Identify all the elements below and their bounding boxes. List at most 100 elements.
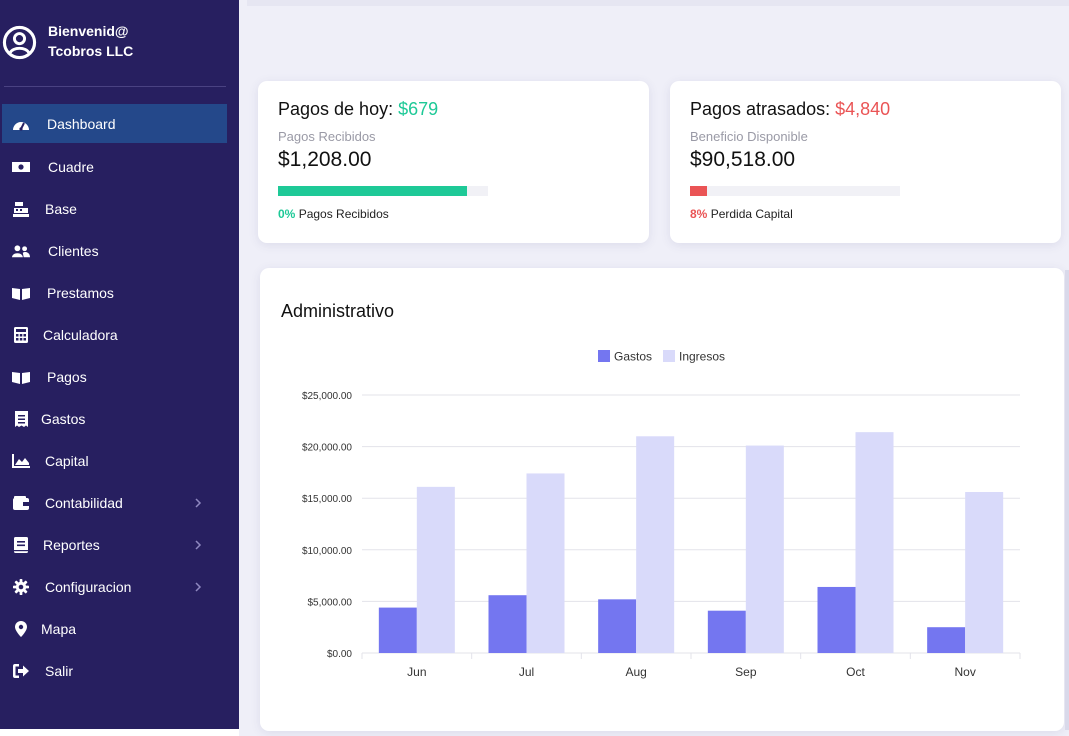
y-tick-label: $15,000.00 bbox=[302, 494, 352, 505]
bar-gastos bbox=[927, 627, 966, 653]
card-title: Pagos atrasados: $4,840 bbox=[690, 99, 890, 120]
sidebar-item-dashboard[interactable]: Dashboard bbox=[2, 104, 227, 143]
bar-ingresos bbox=[855, 432, 894, 653]
card-footer: 0% Pagos Recibidos bbox=[278, 207, 389, 221]
card-title: Pagos de hoy: $679 bbox=[278, 99, 438, 120]
book-open-icon bbox=[12, 369, 30, 385]
chevron-right-icon[interactable] bbox=[192, 539, 204, 551]
legend-label: Gastos bbox=[614, 350, 652, 364]
progress-fill bbox=[690, 186, 707, 196]
x-tick-label: Aug bbox=[625, 665, 646, 679]
card-amount: $1,208.00 bbox=[278, 148, 372, 171]
sidebar-item-label: Dashboard bbox=[47, 115, 116, 132]
x-tick-label: Jun bbox=[407, 665, 426, 679]
progress-track bbox=[690, 186, 900, 196]
map-pin-icon bbox=[12, 621, 30, 637]
sidebar-menu: Dashboard Cuadre Base Clientes Prestamos Calc… bbox=[2, 104, 227, 692]
company-name: Tcobros LLC bbox=[48, 43, 134, 59]
card-footer-label: Pagos Recibidos bbox=[298, 207, 389, 221]
sidebar-item-capital[interactable]: Capital bbox=[2, 440, 227, 482]
sidebar-item-contabilidad[interactable]: Contabilidad bbox=[2, 482, 227, 524]
x-tick-label: Oct bbox=[846, 665, 865, 679]
x-tick-label: Jul bbox=[519, 665, 534, 679]
bar-gastos bbox=[488, 595, 527, 653]
admin-chart-card: Administrativo $0.00 $5,000.00 $10,000.00 $… bbox=[260, 268, 1064, 731]
sidebar-item-cuadre[interactable]: Cuadre bbox=[2, 146, 227, 188]
book-open-icon bbox=[12, 285, 30, 301]
gauge-icon bbox=[12, 116, 30, 132]
top-bar bbox=[247, 0, 1069, 6]
y-tick-label: $10,000.00 bbox=[302, 546, 352, 557]
bar-ingresos bbox=[526, 473, 565, 653]
y-tick-label: $25,000.00 bbox=[302, 391, 352, 402]
late-payments-card: Pagos atrasados: $4,840 Beneficio Dispon… bbox=[670, 81, 1061, 243]
cash-register-icon bbox=[12, 201, 30, 217]
sidebar: Bienvenid@ Tcobros LLC Dashboard Cuadre Ba… bbox=[0, 0, 239, 729]
bar-ingresos bbox=[745, 445, 784, 653]
gear-icon bbox=[12, 579, 30, 595]
sidebar-item-configuracion[interactable]: Configuracion bbox=[2, 566, 227, 608]
legend-swatch bbox=[663, 350, 675, 362]
sidebar-item-label: Salir bbox=[45, 663, 74, 679]
users-icon bbox=[12, 243, 30, 259]
card-footer-percent: 8% bbox=[690, 207, 708, 221]
sidebar-item-base[interactable]: Base bbox=[2, 188, 227, 230]
calculator-icon bbox=[12, 327, 30, 343]
bar-ingresos bbox=[416, 486, 455, 653]
card-subtitle: Beneficio Disponible bbox=[690, 129, 808, 144]
sidebar-item-label: Reportes bbox=[43, 537, 100, 553]
sidebar-item-prestamos[interactable]: Prestamos bbox=[2, 272, 227, 314]
scroll-edge bbox=[1065, 270, 1069, 730]
sidebar-item-reportes[interactable]: Reportes bbox=[2, 524, 227, 566]
sidebar-item-label: Capital bbox=[45, 453, 89, 469]
sidebar-item-mapa[interactable]: Mapa bbox=[2, 608, 227, 650]
sidebar-item-label: Clientes bbox=[48, 243, 99, 259]
sidebar-item-label: Contabilidad bbox=[45, 495, 123, 511]
bar-gastos bbox=[598, 599, 637, 653]
card-title-value: $679 bbox=[398, 99, 439, 119]
user-panel: Bienvenid@ Tcobros LLC bbox=[0, 0, 239, 86]
chevron-right-icon[interactable] bbox=[192, 497, 204, 509]
card-footer-label: Perdida Capital bbox=[710, 207, 793, 221]
money-icon bbox=[12, 159, 30, 175]
sidebar-footer-gap bbox=[0, 729, 239, 736]
sidebar-item-pagos[interactable]: Pagos bbox=[2, 356, 227, 398]
bar-gastos bbox=[817, 586, 856, 653]
sidebar-divider bbox=[4, 86, 226, 87]
card-title-label: Pagos atrasados: bbox=[690, 99, 831, 119]
card-subtitle: Pagos Recibidos bbox=[278, 129, 376, 144]
legend-label: Ingresos bbox=[679, 350, 725, 364]
sidebar-item-label: Calculadora bbox=[43, 327, 118, 343]
y-tick-label: $0.00 bbox=[327, 649, 352, 660]
progress-fill bbox=[278, 186, 467, 196]
progress-track bbox=[278, 186, 488, 196]
card-footer: 8% Perdida Capital bbox=[690, 207, 793, 221]
sidebar-item-label: Pagos bbox=[47, 369, 87, 385]
receipt-icon bbox=[12, 411, 30, 427]
wallet-icon bbox=[12, 495, 30, 511]
sidebar-item-label: Prestamos bbox=[47, 285, 114, 301]
chevron-right-icon[interactable] bbox=[192, 581, 204, 593]
sidebar-item-clientes[interactable]: Clientes bbox=[2, 230, 227, 272]
sidebar-item-gastos[interactable]: Gastos bbox=[2, 398, 227, 440]
chart-title: Administrativo bbox=[281, 301, 395, 321]
area-chart-icon bbox=[12, 453, 30, 469]
y-tick-label: $20,000.00 bbox=[302, 443, 352, 454]
sidebar-item-label: Base bbox=[45, 201, 77, 217]
welcome-text: Bienvenid@ bbox=[48, 23, 129, 39]
today-payments-card: Pagos de hoy: $679 Pagos Recibidos $1,20… bbox=[258, 81, 649, 243]
sidebar-item-salir[interactable]: Salir bbox=[2, 650, 227, 692]
x-tick-label: Nov bbox=[954, 665, 975, 679]
bar-gastos bbox=[707, 610, 746, 653]
sidebar-item-label: Mapa bbox=[41, 621, 77, 637]
x-tick-label: Sep bbox=[735, 665, 757, 679]
card-title-label: Pagos de hoy: bbox=[278, 99, 394, 119]
sidebar-item-calculadora[interactable]: Calculadora bbox=[2, 314, 227, 356]
sidebar-item-label: Gastos bbox=[41, 411, 86, 427]
user-circle-icon[interactable] bbox=[2, 25, 37, 60]
bar-gastos bbox=[378, 607, 417, 653]
bar-chart: $0.00 $5,000.00 $10,000.00 $15,000.00 $20,00… bbox=[302, 350, 1021, 679]
card-amount: $90,518.00 bbox=[690, 148, 796, 171]
sidebar-item-label: Cuadre bbox=[48, 159, 94, 175]
y-tick-label: $5,000.00 bbox=[308, 597, 353, 608]
